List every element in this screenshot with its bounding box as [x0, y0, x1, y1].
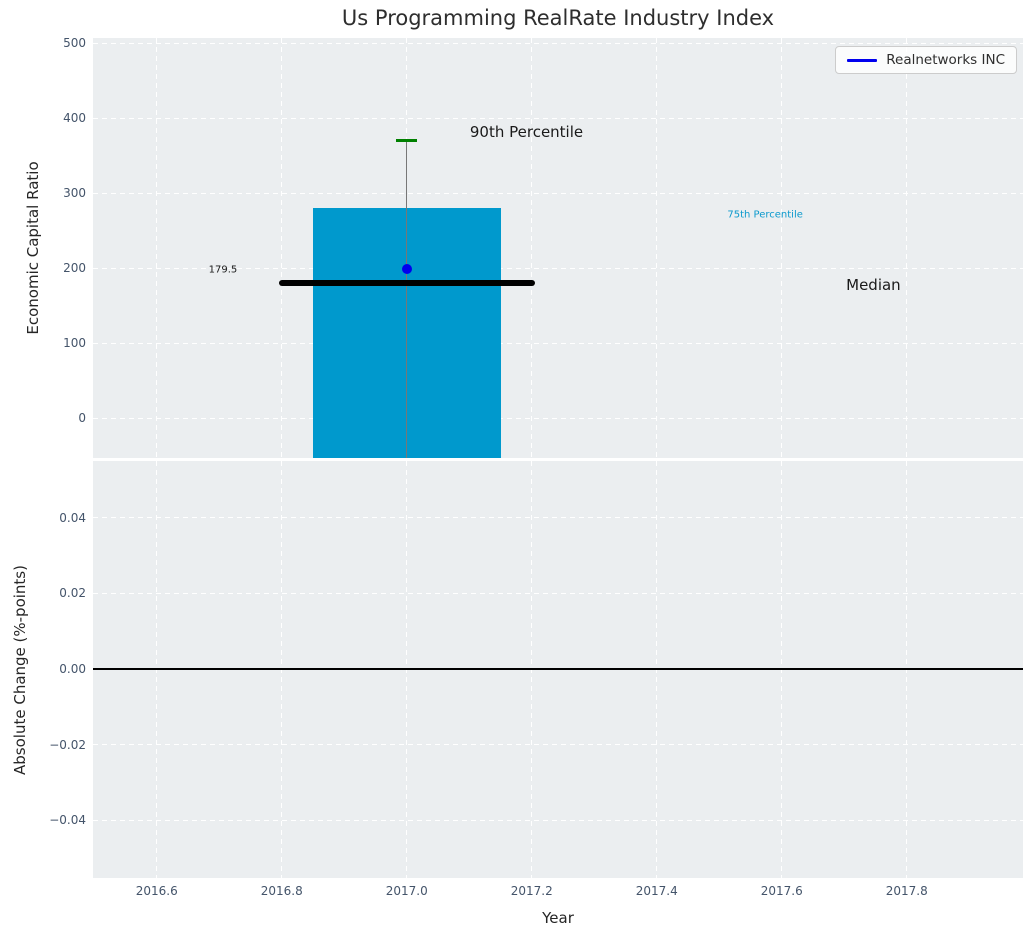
- y-tick-label: 0.00: [59, 662, 86, 677]
- gridline-vertical: [906, 38, 908, 458]
- top-plot-area: Realnetworks INC 90th Percentile 75th Per…: [93, 38, 1023, 458]
- x-tick-label: 2017.0: [385, 884, 428, 898]
- annotation-90th-percentile: 90th Percentile: [469, 123, 584, 142]
- x-tick-label: 2016.6: [135, 884, 178, 898]
- gridline-vertical: [281, 38, 283, 458]
- gridline-horizontal: [93, 417, 1023, 419]
- gridline-horizontal: [93, 517, 1023, 519]
- x-tick-label: 2017.4: [635, 884, 678, 898]
- y-tick-label: 0.04: [59, 510, 86, 525]
- y-tick-label: 0: [78, 411, 86, 426]
- gridline-horizontal: [93, 267, 1023, 269]
- x-tick-label: 2017.2: [510, 884, 553, 898]
- gridline-horizontal: [93, 42, 1023, 44]
- gridline-vertical: [656, 38, 658, 458]
- legend-line-sample-icon: [847, 58, 878, 62]
- bottom-plot-area: [93, 461, 1023, 878]
- y-tick-label: 0.02: [59, 586, 86, 601]
- y-tick-label: 200: [63, 261, 86, 276]
- x-tick-label: 2017.6: [760, 884, 803, 898]
- y-tick-label: 400: [63, 111, 86, 126]
- gridline-vertical: [531, 38, 533, 458]
- legend: Realnetworks INC: [835, 46, 1017, 74]
- y-tick-label: −0.02: [49, 737, 86, 752]
- chart-title: Us Programming RealRate Industry Index: [341, 6, 775, 30]
- annotation-179-5: 179.5: [208, 264, 238, 276]
- gridline-horizontal: [93, 117, 1023, 119]
- x-tick-label: 2016.8: [260, 884, 303, 898]
- gridline-horizontal: [93, 192, 1023, 194]
- p90-cap: [396, 139, 418, 143]
- gridline-horizontal: [93, 592, 1023, 594]
- p90-whisker-line: [406, 140, 408, 458]
- y-tick-label: 100: [63, 336, 86, 351]
- legend-label: Realnetworks INC: [886, 52, 1005, 68]
- company-marker: [401, 263, 412, 274]
- gridline-horizontal: [93, 342, 1023, 344]
- median-line: [278, 280, 535, 287]
- annotation-75th-percentile: 75th Percentile: [727, 209, 803, 221]
- gridline-vertical: [781, 38, 783, 458]
- x-axis-label: Year: [542, 909, 574, 927]
- y-tick-label: 300: [63, 186, 86, 201]
- y-tick-label: 500: [63, 36, 86, 51]
- y-tick-label: −0.04: [49, 813, 86, 828]
- gridline-horizontal: [93, 744, 1023, 746]
- gridline-horizontal: [93, 819, 1023, 821]
- gridline-vertical: [156, 38, 158, 458]
- x-tick-label: 2017.8: [885, 884, 928, 898]
- zero-line: [93, 668, 1023, 671]
- annotation-median: Median: [846, 275, 901, 294]
